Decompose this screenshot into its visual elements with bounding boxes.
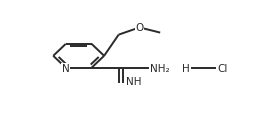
Text: O: O [135,23,144,33]
Text: N: N [62,64,70,74]
Text: NH₂: NH₂ [150,64,170,74]
Text: NH: NH [126,77,142,87]
Text: Cl: Cl [218,64,228,74]
Text: H: H [182,64,190,74]
